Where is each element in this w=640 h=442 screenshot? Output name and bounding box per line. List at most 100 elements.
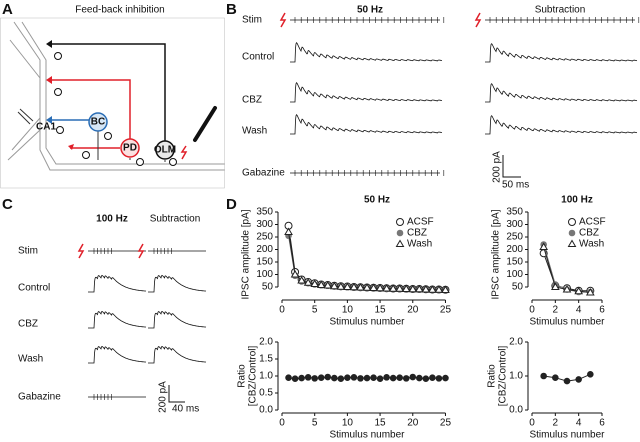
y-tick-label: 2.0 — [259, 337, 273, 348]
marker — [303, 278, 313, 286]
marker — [375, 283, 385, 292]
scale-label: 40 ms — [172, 404, 199, 415]
trace — [88, 310, 147, 329]
stim-icon — [137, 243, 145, 259]
marker — [285, 374, 292, 382]
x-axis-label: Stimulus number — [529, 317, 605, 328]
marker — [357, 375, 364, 382]
marker — [408, 284, 418, 293]
y-axis-label: Ratio — [237, 364, 248, 388]
synapse — [46, 76, 52, 84]
y-tick-label: 150 — [256, 257, 273, 268]
stim-icon — [279, 12, 287, 28]
stim-icon — [180, 145, 188, 160]
y-axis-label: [CBZ/Control] — [498, 345, 509, 406]
chart-title: 100 Hz — [561, 195, 593, 206]
marker — [552, 374, 559, 382]
scale-label: 50 ms — [502, 180, 529, 191]
x-axis-label: Stimulus number — [329, 317, 405, 328]
diagram-title: Feed-back inhibition — [75, 5, 165, 16]
traces-title: Subtraction — [535, 5, 586, 16]
circuit-diagram: Feed-back inhibition CA1 BC PD OLM — [0, 5, 225, 189]
trace — [290, 42, 443, 63]
legend-marker — [395, 239, 405, 247]
x-tick-label: 4 — [576, 418, 582, 429]
x-tick-label: 5 — [312, 418, 318, 429]
synapse — [46, 40, 52, 48]
legend-label: CBZ — [407, 228, 427, 239]
cell — [155, 140, 175, 160]
marker — [343, 282, 352, 290]
x-tick-label: 0 — [529, 305, 535, 316]
sign — [56, 126, 64, 134]
panel-label: D — [226, 196, 237, 213]
sign — [136, 158, 144, 166]
marker — [389, 374, 397, 382]
legend-marker — [396, 218, 404, 226]
panel-label: B — [226, 1, 237, 18]
legend-label: Wash — [407, 239, 432, 250]
x-axis-label: Stimulus number — [329, 430, 405, 441]
marker — [388, 284, 398, 292]
y-axis-label: Ratio — [487, 364, 498, 388]
marker — [402, 375, 410, 382]
y-tick-label: 200 — [256, 244, 273, 255]
cell-label: PD — [123, 143, 137, 154]
marker — [336, 282, 346, 290]
scale-bar — [168, 385, 185, 403]
row-label: CBZ — [18, 319, 38, 330]
x-tick-label: 0 — [279, 418, 285, 429]
marker — [409, 373, 417, 381]
marker — [563, 377, 571, 385]
marker — [396, 374, 403, 382]
stim-icon — [474, 12, 482, 28]
x-tick-label: 0 — [529, 418, 535, 429]
trace — [290, 82, 443, 103]
marker — [382, 284, 391, 292]
x-tick-label: 5 — [312, 305, 318, 316]
pd-axon — [50, 79, 131, 142]
x-tick-label: 6 — [599, 305, 605, 316]
legend-label: ACSF — [579, 217, 606, 228]
sign — [169, 158, 177, 166]
row-label: Gabazine — [242, 168, 285, 179]
y-tick-label: 150 — [506, 257, 523, 268]
row-label: Gabazine — [18, 392, 61, 403]
y-tick-label: 100 — [256, 269, 273, 280]
marker — [428, 285, 437, 293]
scale-bar — [502, 155, 521, 178]
marker — [401, 284, 411, 292]
trace — [485, 115, 638, 135]
marker — [297, 276, 306, 284]
marker — [587, 371, 594, 378]
trace — [290, 114, 443, 135]
marker — [376, 375, 384, 383]
marker — [350, 374, 358, 381]
row-label: Wash — [18, 354, 43, 365]
cell — [120, 138, 140, 158]
y-tick-label: 2.0 — [509, 337, 523, 348]
y-tick-label: 1.0 — [509, 371, 523, 382]
trace — [485, 83, 638, 103]
y-tick-label: 50 — [262, 282, 274, 293]
x-tick-label: 0 — [279, 305, 285, 316]
x-tick-label: 2 — [553, 418, 559, 429]
y-tick-label: 250 — [256, 232, 273, 243]
trace — [485, 43, 638, 63]
y-axis-label: IPSC amplitude [pA] — [491, 209, 502, 299]
marker — [435, 375, 443, 382]
stim-icon — [77, 243, 85, 259]
cell-label: CA1 — [36, 122, 56, 133]
y-tick-label: 350 — [506, 207, 523, 218]
marker — [337, 375, 345, 383]
x-tick-label: 4 — [576, 305, 582, 316]
sign — [54, 88, 62, 96]
marker — [304, 374, 312, 381]
y-axis-label: IPSC amplitude [pA] — [241, 209, 252, 299]
x-tick-label: 25 — [440, 418, 452, 429]
x-tick-label: 20 — [407, 305, 419, 316]
traces-title: 100 Hz — [96, 214, 128, 225]
sign — [82, 151, 90, 159]
panel-label: A — [2, 1, 13, 18]
